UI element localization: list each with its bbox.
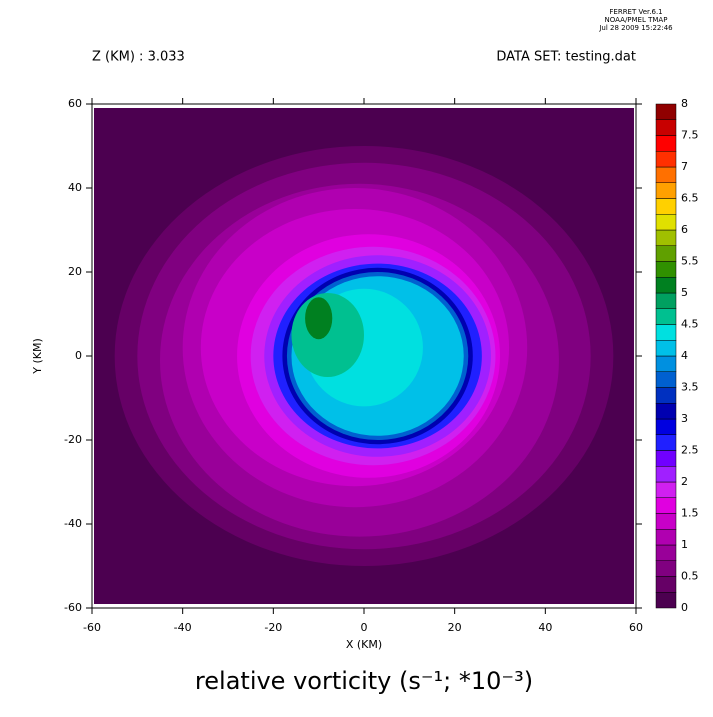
colorbar-band [655,355,677,372]
colorbar-band [655,324,677,341]
colorbar-label: 3.5 [681,381,699,394]
colorbar-label: 4.5 [681,318,699,331]
y-tick-label: 20 [68,265,82,278]
colorbar-label: 7 [681,160,688,173]
colorbar-label: 1.5 [681,507,699,520]
colorbar-band [655,403,677,420]
colorbar-band [655,544,677,561]
colorbar-band [655,103,677,120]
colorbar-band [655,135,677,152]
colorbar-label: 6 [681,223,688,236]
colorbar-label: 5.5 [681,255,699,268]
colorbar-label: 4 [681,349,688,362]
colorbar-band [655,277,677,294]
colorbar-label: 0.5 [681,570,699,583]
header-line: NOAA/PMEL TMAP [605,16,668,24]
colorbar-label: 8 [681,97,688,110]
title-right: DATA SET: testing.dat [496,50,636,65]
colorbar-band [655,261,677,278]
colorbar-band [655,497,677,514]
colorbar-label: 2.5 [681,444,699,457]
colorbar-label: 1 [681,538,688,551]
colorbar-label: 3 [681,412,688,425]
colorbar-band [655,592,677,609]
colorbar-band [655,229,677,246]
colorbar-label: 0 [681,601,688,614]
contour-region [305,297,333,340]
colorbar-band [655,513,677,530]
colorbar-band [655,481,677,498]
y-axis-label: Y (KM) [31,338,44,375]
y-tick-label: -20 [64,433,82,446]
colorbar-band [655,151,677,168]
colorbar-band [655,371,677,388]
x-tick-label: -60 [83,621,101,634]
colorbar-label: 6.5 [681,192,699,205]
x-tick-label: 20 [448,621,462,634]
x-axis-label: X (KM) [346,638,382,651]
x-tick-label: 0 [361,621,368,634]
colorbar-label: 5 [681,286,688,299]
header-line: Jul 28 2009 15:22:46 [598,24,673,32]
y-tick-label: 60 [68,97,82,110]
colorbar-band [655,434,677,451]
colorbar-band [655,182,677,199]
x-tick-label: 40 [538,621,552,634]
x-tick-label: 60 [629,621,643,634]
colorbar-band [655,214,677,231]
y-tick-label: -40 [64,517,82,530]
x-tick-label: -40 [174,621,192,634]
colorbar-band [655,166,677,183]
colorbar-band [655,119,677,136]
colorbar-band [655,340,677,357]
colorbar-band [655,529,677,546]
colorbar-band [655,576,677,593]
colorbar-label: 2 [681,475,688,488]
x-tick-label: -20 [264,621,282,634]
colorbar-band [655,450,677,467]
y-tick-label: 40 [68,181,82,194]
colorbar-band [655,387,677,404]
colorbar-band [655,308,677,325]
colorbar-band [655,292,677,309]
title-left: Z (KM) : 3.033 [92,50,185,65]
y-tick-label: -60 [64,601,82,614]
colorbar-band [655,418,677,435]
colorbar-band [655,198,677,215]
colorbar-band [655,560,677,577]
colorbar-label: 7.5 [681,129,699,142]
header-line: FERRET Ver.6.1 [609,8,662,16]
contours [114,146,614,566]
colorbar-band [655,466,677,483]
colorbar-band [655,245,677,262]
caption: relative vorticity (s⁻¹; *10⁻³) [195,667,533,695]
y-tick-label: 0 [75,349,82,362]
